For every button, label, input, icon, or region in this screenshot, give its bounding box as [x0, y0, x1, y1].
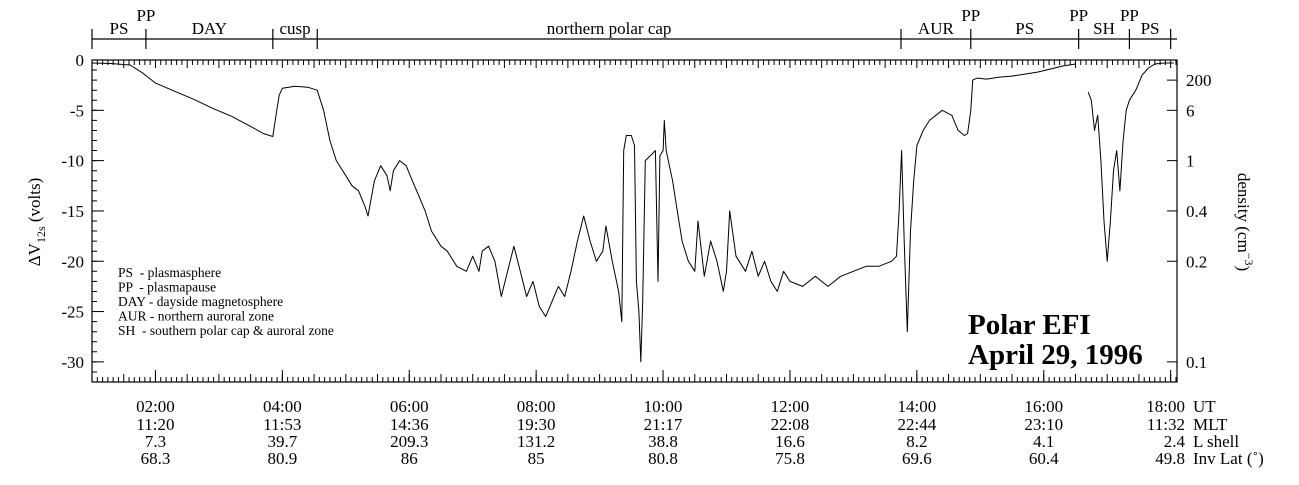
- density-label-exp: −3: [1242, 253, 1256, 266]
- region-label: PS: [110, 19, 129, 38]
- y-tick-label: -10: [61, 152, 84, 171]
- region-label: SH: [1093, 19, 1115, 38]
- density-tick-label: 0.2: [1186, 252, 1207, 271]
- x-row-value-l: 2.4: [1164, 432, 1186, 451]
- region-label: PP: [1120, 6, 1139, 25]
- x-row-value-inv: 86: [401, 449, 418, 468]
- x-row-value-l: 4.1: [1033, 432, 1054, 451]
- legend-entry: DAY - dayside magnetosphere: [118, 294, 283, 309]
- x-row-value-inv: 69.6: [902, 449, 932, 468]
- y-tick-label: -30: [61, 353, 84, 372]
- right-axis: 200 6 1 0.4 0.2 0.1: [1167, 71, 1212, 372]
- x-row-value-inv: 49.8: [1155, 449, 1185, 468]
- x-row-value-inv: 60.4: [1029, 449, 1059, 468]
- region-label: AUR: [918, 19, 955, 38]
- x-row-value-ut: 16:00: [1024, 397, 1063, 416]
- density-tick-label: 0.1: [1186, 353, 1207, 372]
- region-label: PP: [961, 6, 980, 25]
- x-row-value-ut: 10:00: [644, 397, 683, 416]
- y-axis-label-main: ΔV: [25, 242, 44, 266]
- y-axis-label: ΔV12s (volts): [25, 178, 48, 267]
- x-row-name: UT: [1193, 397, 1216, 416]
- y-axis-label-sub: 12s: [34, 226, 48, 243]
- y-axis-label-unit: (volts): [25, 178, 44, 227]
- svg-text:ΔV12s (volts): ΔV12s (volts): [25, 178, 48, 267]
- density-tick-label: 200: [1186, 71, 1212, 90]
- x-row-value-ut: 08:00: [517, 397, 556, 416]
- y-tick-label: -25: [61, 303, 84, 322]
- potential-trace-segment: [91, 62, 1076, 363]
- region-label: northern polar cap: [547, 19, 672, 38]
- density-label-end: ): [1234, 265, 1253, 271]
- x-row-value-l: 7.3: [145, 432, 166, 451]
- x-row-value-l: 8.2: [906, 432, 927, 451]
- region-label: PS: [1141, 19, 1160, 38]
- x-row-value-inv: 80.8: [648, 449, 678, 468]
- x-row-value-l: 131.2: [517, 432, 555, 451]
- x-row-name: MLT: [1193, 415, 1228, 434]
- legend-entry: PS - plasmasphere: [118, 265, 221, 280]
- x-row-value-mlt: 11:53: [263, 415, 301, 434]
- x-row-value-mlt: 22:44: [897, 415, 936, 434]
- x-row-value-l: 38.8: [648, 432, 678, 451]
- legend-entry: SH - southern polar cap & auroral zone: [118, 323, 334, 338]
- x-row-name: L shell: [1193, 432, 1239, 451]
- x-row-value-l: 209.3: [390, 432, 428, 451]
- legend-entry: PP - plasmapause: [118, 280, 216, 295]
- region-label: cusp: [279, 19, 310, 38]
- region-label: PP: [1069, 6, 1088, 25]
- x-row-value-inv: 85: [528, 449, 545, 468]
- x-row-value-inv: 75.8: [775, 449, 805, 468]
- x-row-value-ut: 02:00: [136, 397, 175, 416]
- y-tick-label: -20: [61, 252, 84, 271]
- x-row-value-ut: 12:00: [771, 397, 810, 416]
- density-tick-label: 1: [1186, 152, 1195, 171]
- x-row-value-mlt: 22:08: [771, 415, 810, 434]
- region-label: PS: [1015, 19, 1034, 38]
- y-tick-label: -5: [70, 101, 84, 120]
- x-row-value-l: 39.7: [267, 432, 297, 451]
- x-row-value-mlt: 21:17: [644, 415, 683, 434]
- y-axis: 0 -5 -10 -15 -20 -25 -30: [61, 51, 104, 372]
- potential-trace-segment: [1087, 62, 1174, 262]
- svg-text:density (cm−3): density (cm−3): [1234, 173, 1256, 271]
- x-row-value-inv: 68.3: [141, 449, 171, 468]
- y-tick-label: -15: [61, 202, 84, 221]
- density-axis-label: density (cm−3): [1234, 173, 1256, 271]
- density-tick-label: 6: [1186, 101, 1195, 120]
- density-tick-label: 0.4: [1186, 202, 1208, 221]
- region-label: PP: [136, 6, 155, 25]
- x-row-value-mlt: 11:20: [136, 415, 174, 434]
- x-row-value-mlt: 23:10: [1024, 415, 1063, 434]
- x-row-value-mlt: 19:30: [517, 415, 556, 434]
- x-row-value-mlt: 14:36: [390, 415, 429, 434]
- x-row-value-ut: 06:00: [390, 397, 429, 416]
- x-row-value-ut: 04:00: [263, 397, 302, 416]
- x-row-name: Inv Lat (˚): [1193, 449, 1264, 468]
- x-row-value-l: 16.6: [775, 432, 805, 451]
- chart-title-line-2: April 29, 1996: [968, 339, 1143, 371]
- chart-title-line-1: Polar EFI: [968, 309, 1091, 341]
- x-row-value-inv: 80.9: [267, 449, 297, 468]
- density-label-main: density (cm: [1234, 173, 1253, 253]
- potential-trace: [91, 62, 1174, 363]
- region-label: DAY: [192, 19, 227, 38]
- legend-entry: AUR - northern auroral zone: [118, 309, 274, 324]
- x-row-value-ut: 18:00: [1146, 397, 1185, 416]
- x-row-value-ut: 14:00: [897, 397, 936, 416]
- y-tick-label: 0: [76, 51, 85, 70]
- x-row-value-mlt: 11:32: [1147, 415, 1185, 434]
